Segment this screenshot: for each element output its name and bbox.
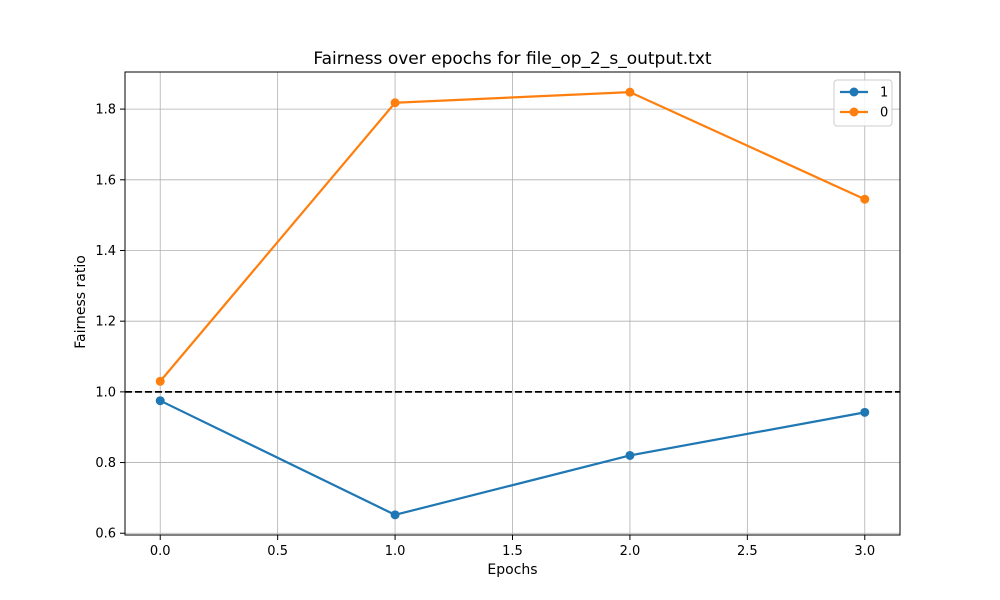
data-point — [625, 87, 635, 97]
series-line — [159, 399, 865, 516]
x-tick-label: 0.5 — [267, 544, 288, 559]
x-tick-label: 2.0 — [620, 544, 641, 559]
grid — [125, 72, 900, 535]
data-point — [390, 510, 400, 520]
x-tick-label: 1.0 — [385, 544, 406, 559]
legend-marker — [849, 87, 859, 97]
x-tick-label: 3.0 — [854, 544, 875, 559]
series-line — [159, 91, 866, 382]
series-group — [155, 87, 870, 520]
y-tick-label: 1.8 — [95, 103, 116, 118]
chart-title: Fairness over epochs for file_op_2_s_out… — [313, 49, 711, 69]
y-tick-label: 1.2 — [95, 315, 116, 330]
y-tick-label: 1.0 — [95, 385, 116, 400]
y-tick-label: 0.8 — [95, 456, 116, 471]
legend-label: 1 — [880, 86, 888, 101]
data-point — [390, 98, 400, 108]
x-tick-label: 0.0 — [150, 544, 171, 559]
y-axis-ticks: 0.6 0.8 1.0 1.2 1.4 1.6 1.8 — [95, 103, 125, 542]
x-axis-label: Epochs — [487, 562, 537, 578]
y-tick-label: 1.4 — [95, 244, 116, 259]
data-point — [860, 407, 870, 417]
y-tick-label: 0.6 — [95, 527, 116, 542]
legend-marker — [849, 107, 859, 117]
x-tick-label: 2.5 — [737, 544, 758, 559]
y-axis-label: Fairness ratio — [73, 255, 89, 349]
y-tick-label: 1.6 — [95, 173, 116, 188]
data-point — [625, 450, 635, 460]
data-point — [860, 194, 870, 204]
legend-label: 0 — [880, 106, 888, 121]
x-tick-label: 1.5 — [502, 544, 523, 559]
data-point — [155, 396, 165, 406]
series-0 — [155, 87, 870, 386]
series-1 — [155, 396, 870, 520]
x-axis-ticks: 0.0 0.5 1.0 1.5 2.0 2.5 3.0 — [150, 535, 875, 559]
data-point — [155, 376, 165, 386]
legend: 10 — [833, 79, 893, 127]
